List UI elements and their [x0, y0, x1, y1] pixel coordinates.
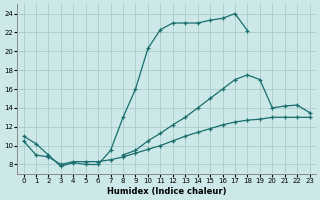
X-axis label: Humidex (Indice chaleur): Humidex (Indice chaleur) [107, 187, 226, 196]
